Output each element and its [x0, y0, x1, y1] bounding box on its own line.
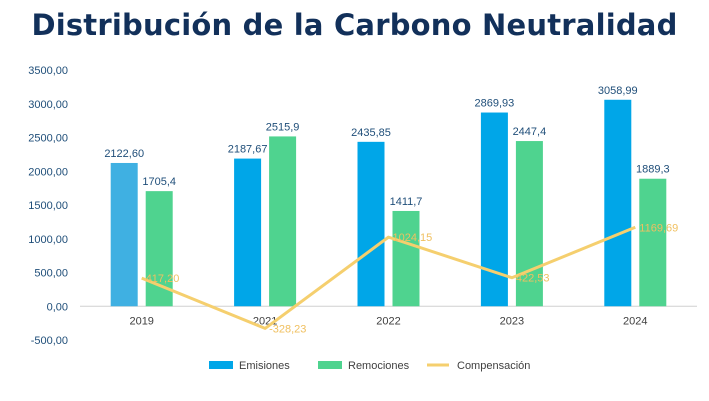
- bar-emisiones: [604, 99, 632, 307]
- chart-title: Distribución de la Carbono Neutralidad: [31, 8, 678, 42]
- bar-remociones: [392, 210, 420, 307]
- y-tick-label: 1000,00: [28, 234, 68, 246]
- bar-label-remociones: 1705,4: [142, 176, 176, 188]
- y-tick-label: 3000,00: [28, 99, 68, 111]
- legend-label: Emisiones: [239, 360, 290, 372]
- line-compensacion: [141, 225, 636, 330]
- bar-label-emisiones: 2122,60: [104, 148, 144, 160]
- bar-label-emisiones: 3058,99: [598, 85, 638, 97]
- x-tick-label: 2019: [129, 315, 153, 327]
- bar-label-remociones: 2447,4: [513, 126, 547, 138]
- bar-emisiones: [110, 162, 138, 307]
- bar-emisiones: [357, 141, 385, 307]
- bar-emisiones: [234, 158, 262, 307]
- bar-remociones: [269, 136, 297, 307]
- y-tick-label: 0,00: [47, 301, 68, 313]
- legend-swatch: [209, 361, 233, 369]
- bar-label-emisiones: 2187,67: [228, 144, 268, 156]
- x-tick-label: 2023: [500, 315, 524, 327]
- bar-label-emisiones: 2869,93: [475, 98, 515, 110]
- y-tick-label: 2000,00: [28, 166, 68, 178]
- legend-label: Compensación: [457, 360, 530, 372]
- y-tick-label: 2500,00: [28, 133, 68, 145]
- bar-remociones: [515, 141, 543, 307]
- x-tick-label: 2022: [376, 315, 400, 327]
- bar-label-remociones: 1411,7: [390, 196, 423, 208]
- bar-label-remociones: 2515,9: [266, 121, 300, 133]
- y-tick-label: 1500,00: [28, 200, 68, 212]
- line-label-compensacion: 422,53: [516, 273, 550, 285]
- y-tick-label: -500,00: [31, 335, 68, 347]
- bar-remociones: [145, 191, 173, 307]
- bar-label-emisiones: 2435,85: [351, 127, 391, 139]
- line-label-compensacion: 417,20: [146, 273, 180, 285]
- legend-label: Remociones: [348, 360, 410, 372]
- x-tick-label: 2024: [623, 315, 647, 327]
- bar-remociones: [639, 178, 667, 307]
- line-label-compensacion: -328,23: [269, 323, 306, 335]
- y-tick-label: 3500,00: [28, 65, 68, 77]
- legend-swatch: [318, 361, 342, 369]
- bar-label-remociones: 1889,3: [636, 164, 670, 176]
- bar-emisiones: [480, 112, 508, 307]
- line-label-compensacion: 1024,15: [393, 232, 433, 244]
- line-label-compensacion: 1169,69: [639, 222, 678, 234]
- y-tick-label: 500,00: [34, 268, 68, 280]
